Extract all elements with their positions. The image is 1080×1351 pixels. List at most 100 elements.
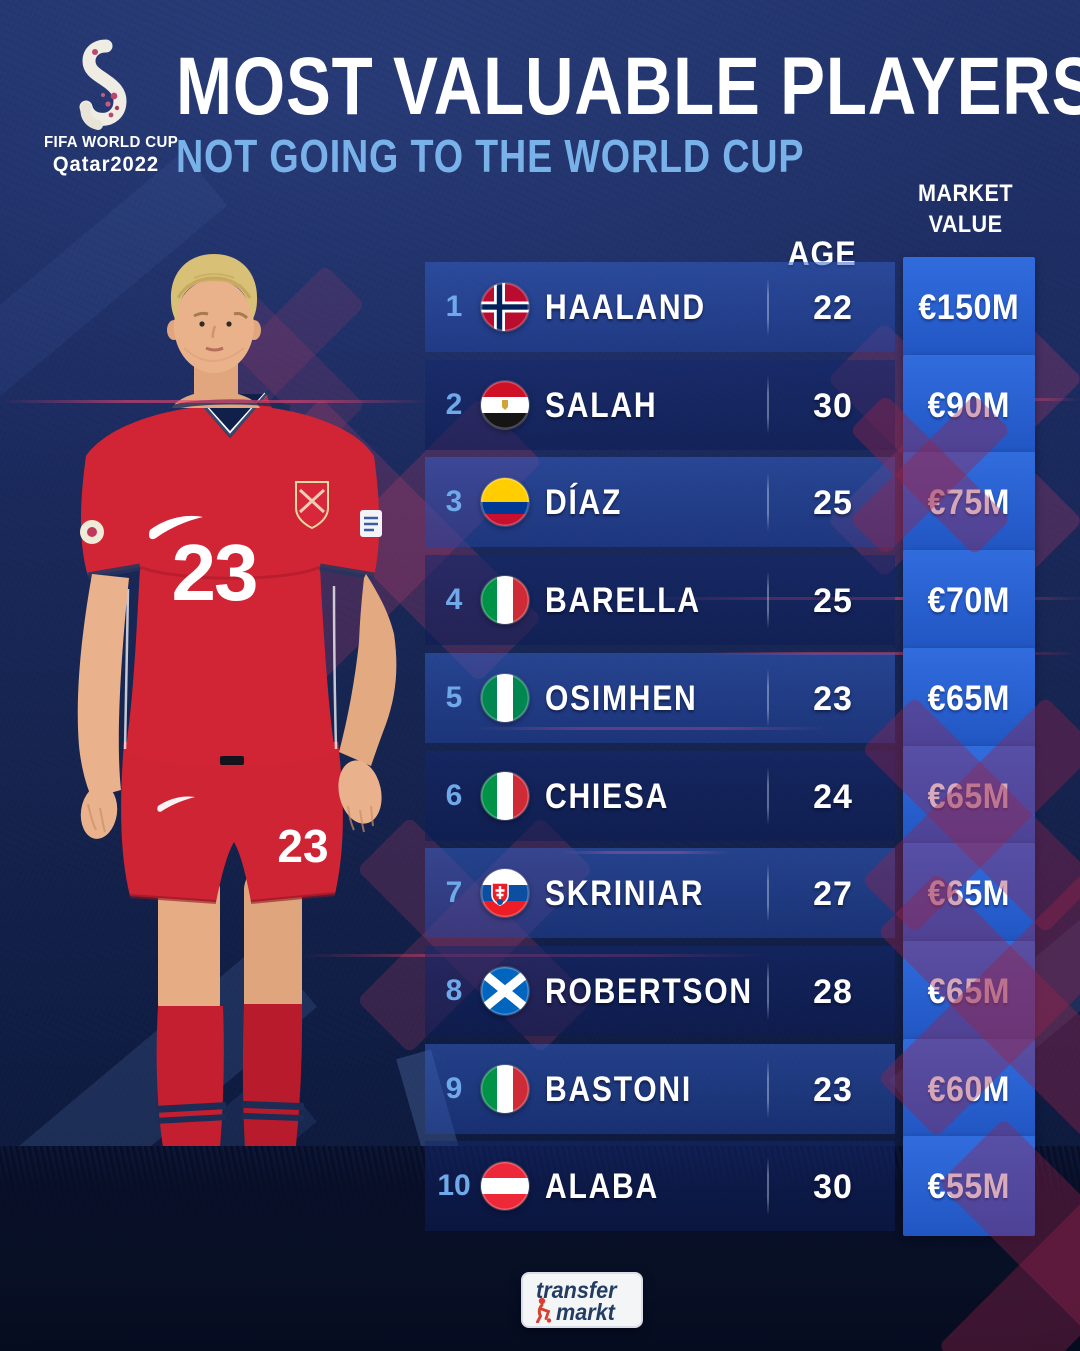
player-age: 24	[813, 777, 853, 816]
austria-flag-icon	[481, 1162, 529, 1211]
market-value-text: €65M	[927, 874, 1011, 914]
table-row: 3 DÍAZ 25 €75M	[425, 452, 1038, 553]
rank-number: 2	[445, 387, 463, 421]
column-divider	[767, 1059, 769, 1118]
brand-line2: markt	[556, 1299, 615, 1325]
market-value-box: €65M	[903, 843, 1035, 944]
market-value-text: €70M	[927, 581, 1011, 621]
player-age: 22	[813, 289, 853, 327]
market-value-text: €55M	[927, 1167, 1011, 1207]
column-divider	[767, 571, 769, 630]
player-name: SALAH	[545, 385, 658, 425]
market-value-box: €150M	[903, 257, 1035, 357]
player-name: BASTONI	[545, 1069, 692, 1109]
market-value-text: €90M	[927, 385, 1011, 425]
table-row: 2 SALAH 30 €90M	[425, 354, 1038, 455]
fifa-world-cup-logo: FIFA WORLD CUP Qatar2022	[40, 38, 178, 177]
market-value-text: €65M	[927, 971, 1011, 1011]
player-name: ALABA	[545, 1167, 659, 1207]
column-divider	[767, 473, 769, 532]
row-bar: 5 OSIMHEN 23	[425, 652, 895, 743]
column-divider	[767, 375, 769, 434]
column-divider	[767, 864, 769, 923]
player-name: SKRINIAR	[545, 874, 705, 914]
market-value-box: €65M	[903, 647, 1035, 748]
market-value-text: €75M	[927, 483, 1011, 523]
row-bar: 4 BARELLA 25	[425, 555, 895, 646]
market-value-box: €60M	[903, 1038, 1035, 1139]
table-row: 10 ALABA 30 €55M	[425, 1136, 1038, 1237]
table-row: 6 CHIESA 24 €65M	[425, 745, 1038, 846]
jersey-number: 23	[172, 528, 257, 617]
table-row: 9 BASTONI 23 €60M	[425, 1038, 1038, 1139]
player-name: OSIMHEN	[545, 678, 698, 718]
rank-number: 1	[445, 290, 463, 323]
rank-number: 5	[445, 680, 463, 714]
player-photo-haaland: 23 23	[77, 254, 397, 1276]
page-title: MOST VALUABLE PLAYERS	[176, 41, 1080, 132]
table-row: 7 SKRINIAR 27 €65M	[425, 843, 1038, 944]
player-age: 23	[813, 1070, 853, 1109]
table-row: 4 BARELLA 25 €70M	[425, 550, 1038, 651]
row-bar: 6 CHIESA 24	[425, 750, 895, 841]
slovakia-flag-icon	[481, 869, 529, 918]
transfermarkt-logo: transfer markt	[521, 1272, 643, 1328]
rank-number: 10	[437, 1169, 471, 1203]
player-age: 30	[813, 386, 853, 425]
player-name: DÍAZ	[545, 483, 623, 523]
market-value-box: €55M	[903, 1136, 1035, 1237]
italy-flag-icon	[481, 576, 529, 625]
kicking-player-icon	[536, 1297, 552, 1323]
market-value-box: €75M	[903, 452, 1035, 553]
player-age: 27	[813, 875, 853, 914]
market-value-box: €70M	[903, 550, 1035, 651]
qatar-2022-text: Qatar2022	[52, 153, 160, 176]
player-name: HAALAND	[545, 288, 706, 327]
norway-flag-icon	[481, 283, 529, 331]
rank-number: 3	[445, 485, 463, 519]
colombia-flag-icon	[481, 478, 529, 527]
market-value-text: €65M	[927, 678, 1011, 718]
italy-flag-icon	[481, 771, 529, 820]
row-bar: 8 ROBERTSON 28	[425, 945, 895, 1036]
italy-flag-icon	[481, 1064, 529, 1113]
egypt-flag-icon	[481, 380, 529, 429]
player-name: CHIESA	[545, 776, 670, 816]
column-divider	[767, 961, 769, 1020]
market-value-text: €60M	[927, 1069, 1011, 1109]
rank-number: 8	[445, 973, 463, 1007]
row-bar: 2 SALAH 30	[425, 359, 895, 450]
column-divider	[767, 1157, 769, 1216]
table-row: 8 ROBERTSON 28 €65M	[425, 940, 1038, 1041]
column-divider	[767, 278, 769, 336]
market-value-text: €150M	[918, 288, 1020, 327]
player-age: 25	[813, 582, 853, 621]
player-name: BARELLA	[545, 581, 701, 621]
player-age: 25	[813, 484, 853, 523]
qatar-2022-emblem-icon	[79, 39, 127, 130]
column-header-market-value: MARKET VALUE	[917, 180, 1014, 238]
market-value-box: €90M	[903, 354, 1035, 455]
market-value-box: €65M	[903, 745, 1035, 846]
table-row: 1 HAALAND 22 €150M	[425, 257, 1038, 357]
shorts-number: 23	[277, 820, 328, 872]
rank-number: 6	[445, 778, 463, 812]
player-age: 28	[813, 972, 853, 1011]
rank-number: 9	[445, 1071, 463, 1105]
player-age: 30	[813, 1168, 853, 1207]
player-name: ROBERTSON	[545, 971, 753, 1011]
market-value-box: €65M	[903, 940, 1035, 1041]
page-subtitle: NOT GOING TO THE WORLD CUP	[176, 130, 805, 182]
rank-number: 7	[445, 876, 463, 910]
market-value-text: €65M	[927, 776, 1011, 816]
column-divider	[767, 668, 769, 727]
row-bar: 9 BASTONI 23	[425, 1043, 895, 1134]
row-bar: 7 SKRINIAR 27	[425, 848, 895, 939]
player-age: 23	[813, 679, 853, 718]
row-bar: 3 DÍAZ 25	[425, 457, 895, 548]
row-bar: 10 ALABA 30	[425, 1141, 895, 1232]
scotland-flag-icon	[481, 966, 529, 1015]
column-divider	[767, 766, 769, 825]
rank-number: 4	[445, 583, 463, 617]
